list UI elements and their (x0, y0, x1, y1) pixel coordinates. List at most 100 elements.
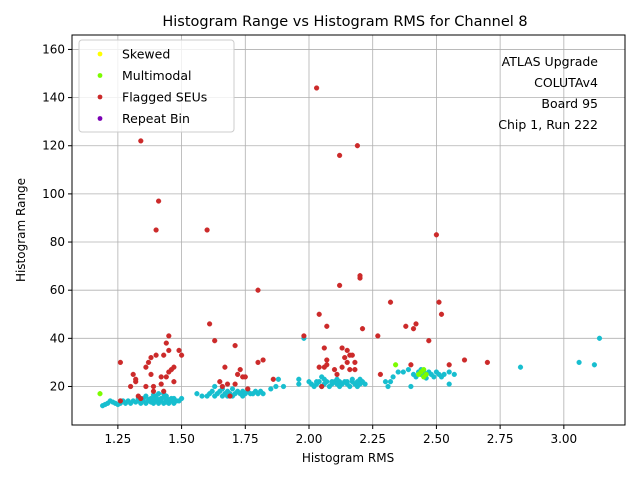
legend-label: Multimodal (122, 68, 191, 83)
data-point (275, 376, 282, 382)
data-point (242, 374, 248, 380)
data-point (446, 369, 452, 375)
data-point (229, 386, 236, 392)
data-point (179, 395, 185, 402)
data-point (176, 347, 182, 354)
data-point (342, 355, 348, 361)
data-point (321, 345, 327, 351)
data-point (255, 287, 261, 293)
data-point (329, 379, 335, 385)
data-point (158, 374, 164, 380)
data-point (158, 381, 164, 387)
data-points (97, 85, 603, 409)
data-point (359, 326, 366, 332)
data-point (324, 357, 330, 363)
annotation-line: Board 95 (541, 96, 598, 111)
y-tick-label: 40 (50, 331, 65, 345)
legend-label: Skewed (122, 47, 170, 62)
data-point (204, 227, 210, 233)
data-point (423, 371, 429, 378)
data-point (451, 371, 457, 378)
data-point (153, 352, 159, 358)
y-tick-label: 160 (42, 42, 65, 56)
data-point (212, 383, 218, 390)
x-tick-label: 2.25 (359, 432, 386, 446)
data-point (433, 232, 440, 238)
data-point (316, 311, 322, 317)
data-point (207, 321, 213, 327)
data-point (166, 347, 172, 354)
data-point (461, 357, 468, 363)
data-point (316, 364, 322, 370)
data-point (296, 381, 302, 387)
y-tick-label: 140 (42, 91, 65, 105)
data-point (362, 381, 368, 387)
data-point (117, 359, 124, 366)
data-point (408, 383, 414, 390)
data-point (240, 388, 246, 394)
y-tick-label: 100 (42, 187, 65, 201)
data-point (331, 367, 338, 373)
data-point (163, 399, 169, 405)
data-point (382, 379, 389, 385)
legend-box (78, 39, 235, 133)
data-point (446, 381, 452, 387)
data-point (334, 376, 340, 382)
data-point (280, 383, 287, 390)
data-point (232, 343, 238, 349)
legend-marker (97, 51, 103, 57)
data-point (344, 347, 350, 354)
data-point (410, 326, 417, 332)
data-point (321, 376, 327, 382)
data-point (145, 397, 152, 403)
data-point (232, 381, 238, 387)
data-point (150, 388, 157, 394)
data-point (130, 371, 136, 378)
x-tick-label: 2.00 (296, 432, 323, 446)
data-point (410, 371, 417, 378)
annotation-line: COLUTAv4 (534, 75, 598, 90)
data-point (260, 391, 266, 397)
data-point (270, 376, 276, 382)
legend-marker (97, 73, 103, 78)
data-point (347, 367, 353, 373)
data-point (179, 352, 185, 358)
x-tick-label: 3.00 (550, 432, 577, 446)
data-point (194, 391, 200, 397)
data-point (128, 383, 134, 390)
data-point (344, 379, 350, 385)
data-point (349, 352, 355, 358)
y-axis-label: Histogram Range (14, 178, 28, 282)
data-point (245, 386, 251, 392)
data-point (319, 383, 325, 390)
x-tick-label: 2.50 (423, 432, 450, 446)
data-point (260, 357, 266, 363)
legend-marker (97, 116, 103, 121)
data-point (171, 379, 177, 385)
data-point (237, 367, 243, 373)
legend-label: Flagged SEUs (122, 90, 207, 105)
data-point (517, 364, 524, 370)
data-point (431, 374, 437, 380)
data-point (337, 282, 343, 289)
data-point (339, 364, 345, 370)
data-point (219, 383, 226, 390)
data-point (255, 359, 261, 366)
data-point (212, 338, 218, 344)
y-tick-label: 20 (50, 379, 65, 393)
data-point (163, 340, 169, 346)
x-axis-label: Histogram RMS (302, 451, 394, 465)
data-point (314, 85, 320, 91)
data-point (395, 369, 401, 375)
data-point (393, 362, 399, 368)
data-point (387, 379, 394, 385)
data-point (150, 383, 157, 390)
data-point (436, 299, 442, 305)
data-point (143, 364, 149, 370)
data-point (596, 335, 603, 341)
legend: Skewed Multimodal Flagged SEUs Repeat Bin (78, 39, 235, 133)
y-tick-label: 120 (42, 139, 65, 153)
legend-label: Repeat Bin (122, 111, 190, 126)
axis-ticks: 1.25 1.50 1.75 2.00 2.25 2.50 2.75 3.00 20 40 60 80… (42, 42, 577, 446)
